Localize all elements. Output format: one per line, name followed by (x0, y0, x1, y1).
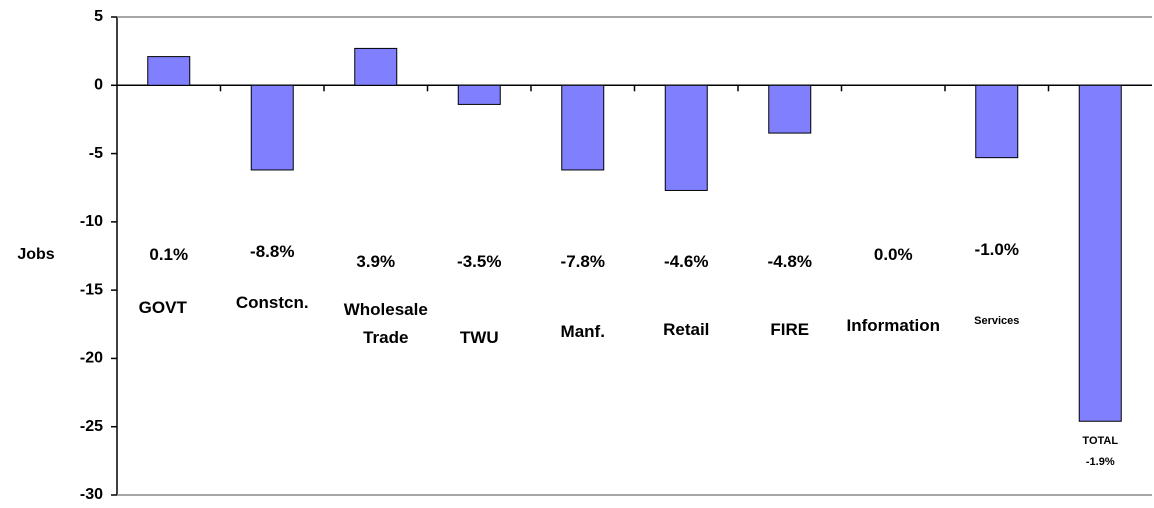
category-label: Manf. (560, 322, 605, 341)
percent-label: -1.9% (1085, 456, 1115, 468)
category-label: Retail (663, 320, 710, 339)
bar (1078, 84, 1122, 422)
percent-label: -3.5% (457, 252, 502, 271)
category-label: Information (846, 316, 941, 335)
percent-label: -7.8% (560, 252, 605, 271)
percent-label: 3.9% (356, 252, 396, 271)
y-tick-label: -25 (80, 418, 103, 435)
y-axis-label: Jobs (17, 246, 54, 263)
y-tick-label: -10 (80, 213, 103, 230)
category-label: Wholesale Trade (343, 300, 428, 347)
bar (768, 84, 812, 134)
bar (354, 47, 398, 86)
percent-label: 0.0% (873, 245, 913, 264)
percent-label: -4.8% (767, 252, 812, 271)
y-tick-label: 5 (94, 8, 103, 25)
y-tick-label: 0 (94, 77, 103, 94)
percent-label: -8.8% (250, 242, 295, 261)
y-tick-label: -20 (80, 350, 103, 367)
bar (975, 84, 1019, 159)
y-tick-label: -5 (89, 145, 103, 162)
bar (250, 84, 294, 171)
bar (561, 84, 605, 171)
category-label: TOTAL (1082, 435, 1119, 447)
category-label: GOVT (138, 298, 187, 317)
percent-label: -1.0% (974, 240, 1019, 259)
y-tick-label: -30 (80, 486, 103, 503)
bar (457, 84, 501, 105)
percent-label: -4.6% (664, 252, 709, 271)
y-tick-label: -15 (80, 281, 103, 298)
category-label: Services (974, 315, 1020, 327)
category-label: Constcn. (235, 293, 309, 312)
bar (147, 56, 191, 86)
bar (664, 84, 708, 191)
category-label: TWU (459, 328, 499, 347)
percent-label: 0.1% (149, 245, 189, 264)
category-label: FIRE (770, 320, 810, 339)
